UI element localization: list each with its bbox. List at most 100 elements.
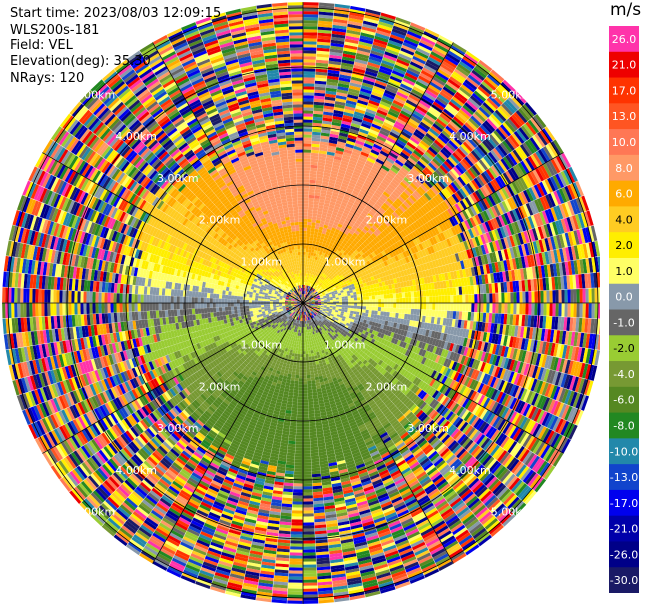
velocity-cell bbox=[462, 209, 470, 220]
velocity-cell bbox=[383, 220, 391, 227]
velocity-cell bbox=[303, 56, 316, 60]
velocity-cell bbox=[303, 185, 310, 189]
velocity-cell bbox=[488, 194, 497, 207]
velocity-cell bbox=[432, 123, 444, 133]
velocity-cell bbox=[307, 209, 313, 214]
velocity-cell bbox=[581, 195, 590, 211]
velocity-cell bbox=[332, 286, 336, 290]
velocity-cell bbox=[295, 149, 303, 153]
velocity-cell bbox=[421, 137, 432, 147]
velocity-cell bbox=[319, 294, 323, 297]
velocity-cell bbox=[448, 170, 458, 180]
velocity-cell bbox=[437, 180, 446, 190]
velocity-cell bbox=[432, 101, 445, 111]
velocity-cell bbox=[411, 297, 415, 303]
velocity-cell bbox=[347, 239, 353, 245]
velocity-cell bbox=[383, 289, 387, 295]
velocity-cell bbox=[304, 272, 307, 277]
velocity-cell bbox=[336, 281, 341, 286]
velocity-cell bbox=[292, 252, 296, 256]
velocity-cell bbox=[413, 177, 423, 186]
velocity-cell bbox=[482, 233, 490, 244]
velocity-cell bbox=[444, 174, 453, 184]
velocity-cell bbox=[502, 79, 516, 93]
velocity-cell bbox=[325, 294, 330, 297]
velocity-cell bbox=[568, 166, 578, 182]
velocity-cell bbox=[320, 300, 325, 303]
velocity-cell bbox=[422, 290, 427, 297]
velocity-cell bbox=[352, 224, 358, 230]
velocity-cell bbox=[572, 182, 582, 198]
velocity-cell bbox=[442, 146, 452, 157]
velocity-cell bbox=[457, 261, 462, 270]
velocity-cell bbox=[558, 204, 567, 219]
velocity-cell bbox=[479, 186, 489, 198]
velocity-cell bbox=[422, 181, 431, 191]
velocity-cell bbox=[498, 202, 507, 214]
velocity-cell bbox=[446, 103, 459, 114]
velocity-cell bbox=[305, 248, 309, 253]
velocity-cell bbox=[335, 265, 340, 269]
velocity-cell bbox=[448, 183, 457, 194]
velocity-cell bbox=[296, 173, 303, 177]
velocity-cell bbox=[378, 272, 384, 278]
velocity-cell bbox=[354, 249, 359, 255]
velocity-cell bbox=[350, 242, 356, 248]
velocity-cell bbox=[520, 191, 529, 204]
velocity-cell bbox=[451, 279, 456, 288]
velocity-cell bbox=[374, 291, 378, 296]
velocity-cell bbox=[546, 290, 550, 303]
velocity-cell bbox=[472, 215, 479, 226]
velocity-cell bbox=[553, 235, 560, 250]
velocity-cell bbox=[287, 2, 303, 6]
velocity-cell bbox=[329, 267, 334, 272]
velocity-cell bbox=[333, 259, 338, 264]
velocity-cell bbox=[289, 173, 297, 178]
velocity-cell bbox=[537, 149, 548, 164]
velocity-cell bbox=[424, 283, 429, 291]
velocity-cell bbox=[475, 202, 483, 213]
velocity-cell bbox=[428, 146, 438, 156]
velocity-cell bbox=[421, 169, 431, 178]
velocity-cell bbox=[391, 164, 401, 172]
velocity-cell bbox=[288, 14, 303, 18]
velocity-cell bbox=[414, 162, 424, 172]
velocity-cell bbox=[418, 186, 426, 195]
velocity-cell bbox=[393, 298, 397, 303]
velocity-cell bbox=[434, 259, 440, 268]
velocity-cell bbox=[428, 175, 438, 185]
velocity-cell bbox=[427, 282, 432, 290]
velocity-cell bbox=[322, 270, 326, 274]
velocity-cell bbox=[311, 301, 316, 303]
velocity-cell bbox=[599, 272, 600, 282]
velocity-cell bbox=[329, 281, 334, 285]
velocity-cell bbox=[316, 284, 320, 288]
velocity-cell bbox=[437, 93, 450, 104]
velocity-cell bbox=[454, 278, 459, 287]
velocity-cell bbox=[340, 249, 345, 254]
velocity-cell bbox=[456, 212, 464, 223]
velocity-cell bbox=[312, 210, 318, 214]
velocity-cell bbox=[541, 180, 551, 195]
velocity-cell bbox=[297, 200, 303, 204]
velocity-cell bbox=[404, 249, 411, 257]
velocity-cell bbox=[409, 232, 416, 240]
velocity-cell bbox=[451, 245, 458, 254]
velocity-cell bbox=[558, 188, 568, 203]
velocity-cell bbox=[339, 274, 344, 279]
velocity-cell bbox=[503, 237, 510, 249]
velocity-cell bbox=[548, 142, 559, 158]
velocity-cell bbox=[474, 246, 481, 257]
velocity-cell bbox=[331, 265, 336, 270]
velocity-cell bbox=[498, 292, 502, 303]
velocity-cell bbox=[299, 272, 302, 277]
velocity-cell bbox=[304, 275, 306, 280]
velocity-cell bbox=[541, 128, 553, 143]
velocity-cell bbox=[400, 270, 405, 277]
velocity-cell bbox=[452, 287, 457, 296]
velocity-cell bbox=[371, 257, 376, 263]
velocity-cell bbox=[303, 146, 312, 150]
velocity-cell bbox=[490, 165, 500, 177]
velocity-cell bbox=[291, 71, 303, 75]
velocity-cell bbox=[311, 249, 315, 253]
